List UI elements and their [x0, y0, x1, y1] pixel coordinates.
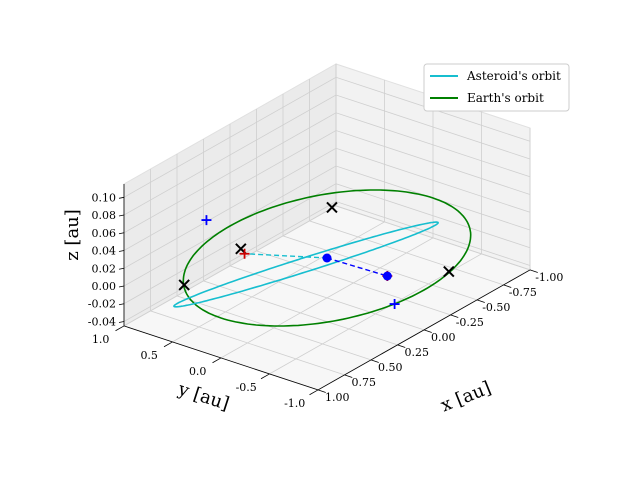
z-tick [118, 321, 125, 323]
x-tick [317, 389, 326, 393]
z-tick-label: 0.10 [92, 191, 117, 204]
y-tick [212, 357, 222, 364]
z-tick-label: 0.00 [92, 280, 117, 293]
z-tick-label: 0.04 [92, 245, 117, 258]
asteroid-orbit-line [173, 221, 439, 308]
legend: Asteroid's orbit Earth's orbit [423, 63, 570, 112]
grid-line-z [123, 183, 531, 305]
x-tick [397, 344, 406, 348]
x-tick [344, 374, 353, 378]
x-tick-label: -0.75 [509, 286, 537, 299]
legend-label-asteroid: Asteroid's orbit [466, 69, 561, 83]
legend-label-earth: Earth's orbit [467, 91, 544, 105]
z-tick [118, 285, 125, 288]
z-tick-label: -0.02 [88, 298, 116, 311]
x-tick [503, 284, 512, 288]
orbit-curves [173, 189, 472, 327]
grid-line-z [123, 201, 531, 322]
x-tick-label: 0.75 [352, 376, 377, 389]
x-tick-label: 0.25 [405, 346, 430, 359]
grid-line-z [123, 94, 531, 216]
y-tick [309, 389, 319, 396]
y-tick-label: -0.5 [236, 381, 257, 394]
x-tick [423, 329, 432, 333]
grid-line-z [123, 147, 531, 269]
grid-lines [123, 64, 531, 391]
z-tick-label: 0.02 [92, 262, 117, 275]
z-tick-label: -0.04 [88, 316, 116, 329]
x-tick [450, 314, 459, 318]
y-tick [115, 325, 125, 332]
x-tick-label: -1.00 [535, 271, 563, 284]
x-marker [326, 201, 338, 214]
plus-marker [201, 215, 212, 226]
x-tick-label: -0.25 [456, 316, 484, 329]
legend-box [423, 63, 570, 112]
x-axis-label: x [au] [438, 377, 494, 416]
x-tick [370, 359, 379, 363]
dot-marker [322, 253, 332, 263]
grid-line-z [123, 130, 531, 251]
y-tick-label: 1.0 [92, 333, 110, 346]
x-tick-label: 0.50 [378, 361, 403, 374]
z-tick-label: 0.08 [92, 209, 117, 222]
x-marker [178, 279, 190, 291]
y-tick [163, 341, 173, 348]
x-tick-label: -0.50 [482, 301, 510, 314]
grid-line-z [123, 112, 531, 234]
dashed-line [326, 257, 388, 277]
z-axis-label: z [au] [62, 209, 83, 261]
plus-marker [389, 299, 400, 310]
axis-ticks: -1.00-0.75-0.50-0.250.000.250.500.751.00… [88, 183, 563, 410]
earth-orbit-line [182, 189, 472, 327]
x-tick [529, 269, 538, 273]
z-tick [118, 267, 125, 270]
plus-marker [239, 248, 250, 259]
z-tick [118, 232, 125, 235]
y-tick-label: 0.5 [140, 349, 158, 362]
grid-line-y [269, 112, 482, 375]
z-tick [118, 196, 125, 199]
y-tick [260, 373, 270, 380]
dashed-line [244, 253, 328, 259]
y-tick-label: 0.0 [189, 365, 207, 378]
x-tick-label: 0.00 [431, 331, 456, 344]
grid-line-z [123, 76, 531, 198]
grid-line-y [172, 80, 385, 343]
x-tick-label: 1.00 [325, 391, 350, 404]
grid-line-z [123, 165, 531, 287]
x-marker [443, 265, 455, 278]
dot-marker [382, 271, 392, 281]
z-tick [118, 214, 125, 217]
z-tick [118, 303, 125, 306]
z-tick [118, 250, 125, 252]
y-axis-label: y [au] [175, 378, 232, 414]
z-tick-label: 0.06 [92, 227, 117, 240]
grid-line-y [123, 64, 337, 327]
point-markers [178, 201, 455, 310]
y-tick-label: -1.0 [284, 397, 305, 410]
x-tick [476, 299, 485, 303]
grid-line-y [220, 96, 434, 359]
